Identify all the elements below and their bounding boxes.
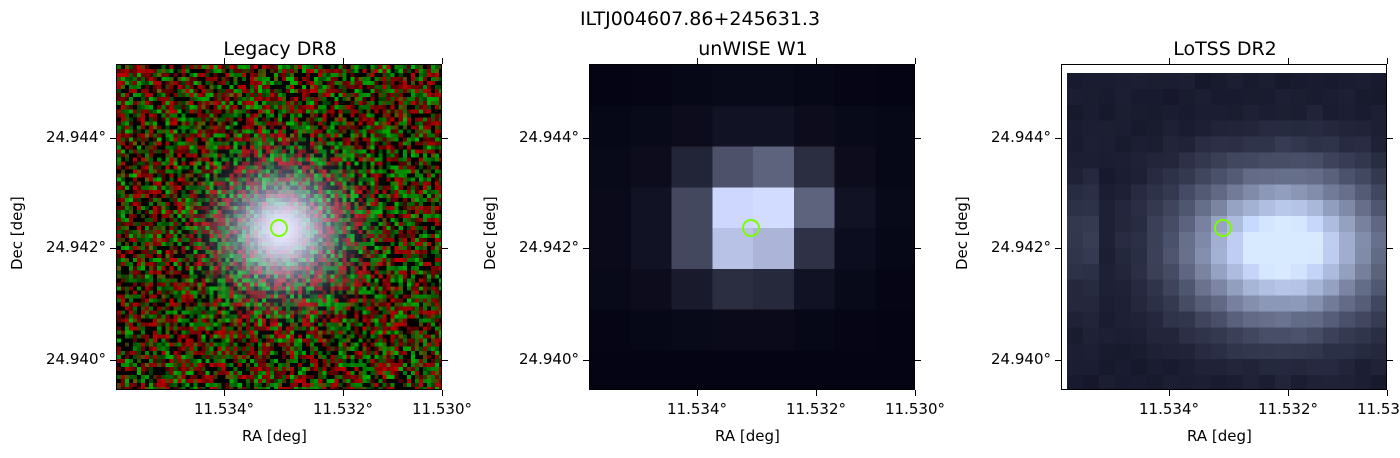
y-tick [110, 248, 116, 249]
y-tick [583, 248, 589, 249]
x-tick-label: 11.530° [1357, 400, 1400, 418]
x-axis-title: RA [deg] [1187, 427, 1252, 445]
y-tick [1055, 248, 1061, 249]
y-tick [583, 360, 589, 361]
y-axis-title: Dec [deg] [8, 196, 26, 270]
x-tick [1169, 390, 1170, 396]
x-tick [442, 390, 443, 396]
panel-title-lotss: LoTSS DR2 [1173, 38, 1277, 60]
x-tick [915, 390, 916, 396]
x-tick-top [343, 58, 344, 64]
x-tick-label: 11.530° [412, 400, 472, 418]
x-axis-title: RA [deg] [715, 427, 780, 445]
y-axis-title: Dec [deg] [481, 196, 499, 270]
x-tick-top [1169, 58, 1170, 64]
y-tick-right [442, 248, 448, 249]
y-tick-label: 24.942° [46, 238, 106, 256]
panel-title-legacy: Legacy DR8 [223, 38, 337, 60]
x-tick-label: 11.532° [1258, 400, 1318, 418]
y-tick-right [1387, 248, 1393, 249]
y-tick-right [1387, 138, 1393, 139]
y-tick-label: 24.944° [519, 128, 579, 146]
y-tick [1055, 138, 1061, 139]
x-tick-top [697, 58, 698, 64]
y-tick [583, 138, 589, 139]
y-tick-right [1387, 360, 1393, 361]
x-tick [697, 390, 698, 396]
y-tick-label: 24.940° [519, 350, 579, 368]
x-tick-top [442, 58, 443, 64]
y-tick [1055, 360, 1061, 361]
x-tick [816, 390, 817, 396]
source-marker [742, 219, 760, 237]
x-tick-top [816, 58, 817, 64]
y-tick-right [915, 138, 921, 139]
source-marker [270, 219, 288, 237]
x-tick [343, 390, 344, 396]
source-marker [1214, 219, 1232, 237]
x-tick-top [1288, 58, 1289, 64]
y-tick-label: 24.940° [46, 350, 106, 368]
x-tick-top [915, 58, 916, 64]
y-axis-title: Dec [deg] [953, 196, 971, 270]
x-tick [1288, 390, 1289, 396]
x-tick-label: 11.530° [885, 400, 945, 418]
y-tick-label: 24.944° [991, 128, 1051, 146]
x-axis-title: RA [deg] [242, 427, 307, 445]
x-tick [1387, 390, 1388, 396]
y-tick-right [915, 248, 921, 249]
y-tick-label: 24.942° [991, 238, 1051, 256]
x-tick-top [1387, 58, 1388, 64]
y-tick [110, 360, 116, 361]
y-tick-label: 24.944° [46, 128, 106, 146]
x-tick-label: 11.534° [194, 400, 254, 418]
y-tick-label: 24.940° [991, 350, 1051, 368]
panel-title-unwise: unWISE W1 [698, 38, 808, 60]
x-tick-top [224, 58, 225, 64]
y-tick [110, 138, 116, 139]
x-tick [224, 390, 225, 396]
x-tick-label: 11.534° [1139, 400, 1199, 418]
x-tick-label: 11.532° [313, 400, 373, 418]
y-tick-label: 24.942° [519, 238, 579, 256]
y-tick-right [442, 138, 448, 139]
figure-title: ILTJ004607.86+245631.3 [579, 8, 821, 30]
x-tick-label: 11.532° [786, 400, 846, 418]
y-tick-right [442, 360, 448, 361]
y-tick-right [915, 360, 921, 361]
x-tick-label: 11.534° [667, 400, 727, 418]
